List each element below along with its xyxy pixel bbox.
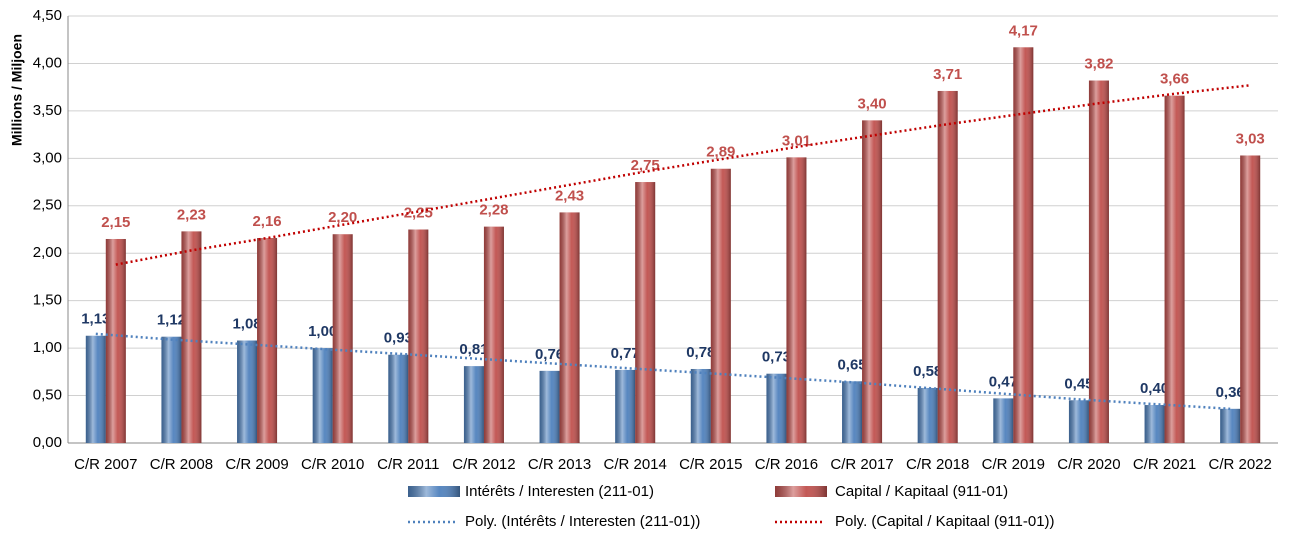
data-label: 2,28 (479, 202, 508, 219)
bar-shine (862, 120, 883, 443)
y-tick-label: 0,50 (33, 387, 62, 404)
x-tick-label: C/R 2008 (150, 456, 213, 473)
legend-swatch-shine (408, 486, 460, 497)
x-tick-label: C/R 2010 (301, 456, 364, 473)
x-tick-label: C/R 2012 (452, 456, 515, 473)
data-label: 3,82 (1084, 55, 1113, 72)
y-tick-label: 4,00 (33, 54, 62, 71)
bar-shine (257, 238, 278, 443)
x-tick-label: C/R 2020 (1057, 456, 1120, 473)
bar-shine (1088, 80, 1109, 443)
bar-shine (842, 381, 863, 443)
y-tick-label: 1,50 (33, 292, 62, 309)
bar-shine (85, 335, 106, 443)
data-label: 2,16 (252, 213, 281, 230)
y-tick-label: 1,00 (33, 339, 62, 356)
bar-shine (615, 369, 636, 443)
y-tick-label: 2,50 (33, 197, 62, 214)
x-tick-label: C/R 2018 (906, 456, 969, 473)
data-label: 0,78 (686, 344, 715, 361)
bar-shine (1013, 47, 1034, 444)
data-label: 0,45 (1064, 375, 1093, 392)
bar-shine (388, 354, 409, 443)
data-label: 1,12 (157, 312, 186, 329)
bar-shine (181, 231, 202, 443)
bar-shine (105, 238, 126, 443)
data-label: 1,13 (81, 311, 110, 328)
x-tick-label: C/R 2011 (377, 456, 439, 473)
bar-shine (408, 229, 429, 443)
bar-shine (690, 368, 711, 443)
data-label: 0,40 (1140, 380, 1169, 397)
data-label: 0,47 (989, 373, 1018, 390)
bar-shine (312, 348, 333, 443)
data-label: 2,25 (404, 204, 433, 221)
bar-shine (161, 336, 182, 443)
data-label: 2,20 (328, 209, 357, 226)
bar-shine (332, 234, 353, 443)
bar-shine (1164, 95, 1185, 443)
legend-label: Poly. (Intérêts / Interesten (211-01)) (465, 513, 700, 530)
data-label: 2,23 (177, 206, 206, 223)
bar-shine (483, 226, 504, 443)
bar-shine (463, 366, 484, 443)
x-tick-label: C/R 2021 (1133, 456, 1196, 473)
bar-shine (917, 387, 938, 443)
data-label: 2,75 (631, 157, 660, 174)
x-tick-label: C/R 2022 (1209, 456, 1272, 473)
data-label: 3,40 (857, 95, 886, 112)
y-axis-title: Millions / Miljoen (9, 34, 25, 146)
data-label: 2,43 (555, 187, 584, 204)
bar-shine (559, 212, 580, 443)
legend-label: Intérêts / Interesten (211-01) (465, 483, 654, 500)
x-tick-label: C/R 2007 (74, 456, 137, 473)
x-tick-label: C/R 2013 (528, 456, 591, 473)
bar-shine (539, 370, 560, 443)
bar-shine (786, 157, 807, 443)
legend-label: Capital / Kapitaal (911-01) (835, 483, 1008, 500)
bar-shine (237, 340, 258, 443)
data-label: 2,15 (101, 214, 130, 231)
data-label: 0,58 (913, 363, 942, 380)
data-label: 3,66 (1160, 71, 1189, 88)
bar-shine (1144, 405, 1165, 443)
data-label: 0,77 (611, 345, 640, 362)
bar-shine (766, 373, 787, 443)
data-label: 4,17 (1009, 22, 1038, 39)
data-label: 3,71 (933, 66, 962, 83)
x-tick-label: C/R 2009 (225, 456, 288, 473)
legend-label: Poly. (Capital / Kapitaal (911-01)) (835, 513, 1055, 530)
x-tick-label: C/R 2019 (982, 456, 1045, 473)
bar-shine (1068, 400, 1089, 443)
bar-shine (1240, 155, 1261, 443)
y-tick-label: 3,00 (33, 149, 62, 166)
x-tick-label: C/R 2014 (604, 456, 667, 473)
legend-swatch-shine (775, 486, 827, 497)
data-label: 3,03 (1236, 130, 1265, 147)
bar-shine (937, 90, 958, 443)
data-label: 0,93 (384, 330, 413, 347)
y-tick-label: 0,00 (33, 434, 62, 451)
data-label: 0,36 (1216, 384, 1245, 401)
bar-shine (635, 182, 656, 444)
data-label: 3,01 (782, 132, 811, 149)
data-label: 0,81 (459, 341, 488, 358)
data-label: 2,89 (706, 144, 735, 161)
data-label: 0,73 (762, 349, 791, 366)
data-label: 1,00 (308, 323, 337, 340)
bar-shine (1220, 408, 1241, 443)
bar-shine (710, 168, 731, 443)
data-label: 0,76 (535, 346, 564, 363)
x-tick-label: C/R 2016 (755, 456, 818, 473)
y-tick-label: 2,00 (33, 244, 62, 261)
y-tick-label: 3,50 (33, 102, 62, 119)
data-label: 1,08 (232, 315, 261, 332)
trendline (115, 84, 1251, 266)
x-tick-label: C/R 2015 (679, 456, 742, 473)
data-label: 0,65 (837, 356, 866, 373)
y-tick-label: 4,50 (33, 7, 62, 24)
x-tick-label: C/R 2017 (830, 456, 893, 473)
bar-shine (993, 398, 1014, 443)
